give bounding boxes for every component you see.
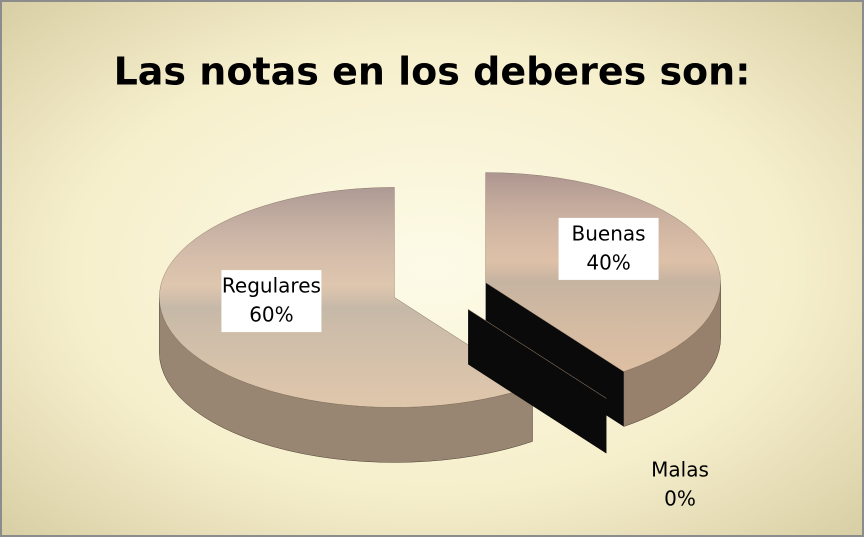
data-label-value: 60% <box>249 303 293 327</box>
chart-title: Las notas en los deberes son: <box>114 50 751 94</box>
data-label-value: 0% <box>664 487 696 511</box>
chart: Las notas en los deberes son: Buenas 40% M… <box>0 0 865 538</box>
data-label-category: Regulares <box>222 274 321 298</box>
data-label-category: Buenas <box>572 221 646 245</box>
data-label-category: Malas <box>651 458 709 482</box>
data-label-value: 40% <box>586 250 630 274</box>
